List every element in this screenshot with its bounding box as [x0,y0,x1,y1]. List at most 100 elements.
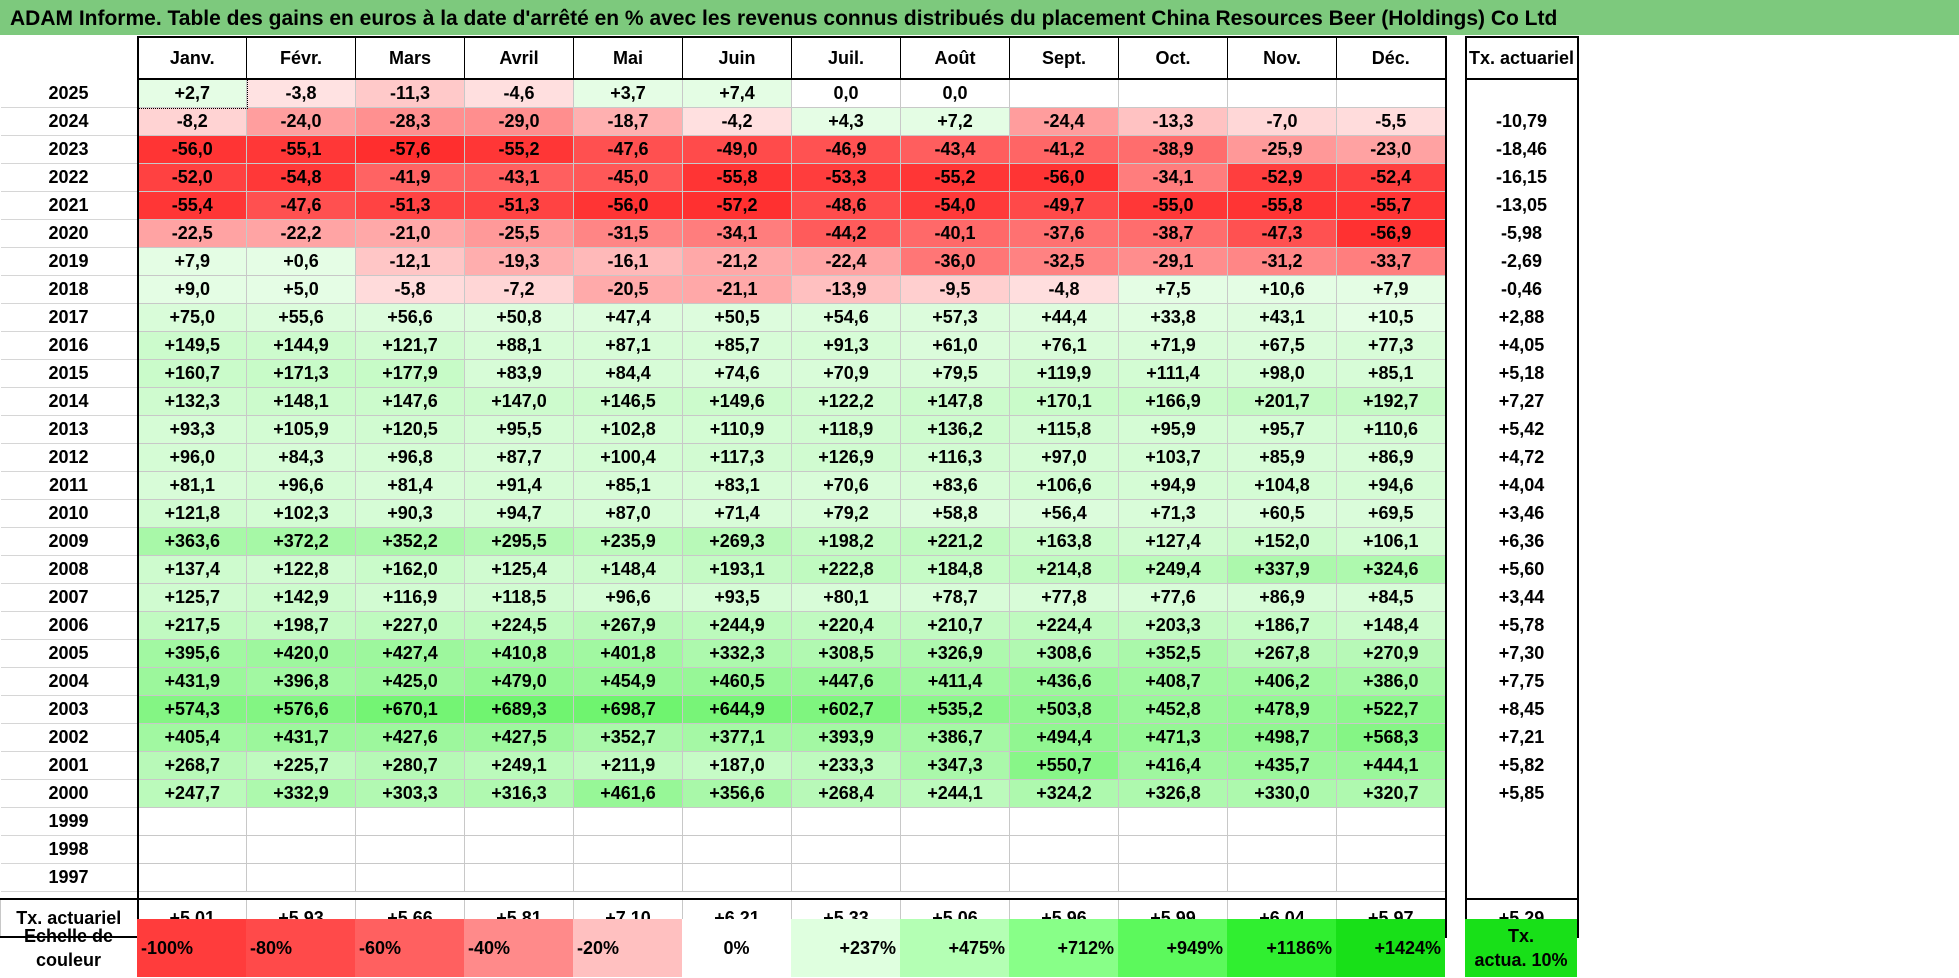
gain-cell: +119,9 [1009,359,1119,388]
gain-cell: +98,0 [1227,359,1337,388]
gain-cell: -57,6 [355,135,465,164]
gain-cell [464,835,574,864]
gain-cell: -7,0 [1227,107,1337,136]
gain-cell: -13,3 [1118,107,1228,136]
rate-cell: -10,79 [1464,107,1579,136]
gain-cell: +132,3 [136,387,247,416]
rate-cell: +6,36 [1464,527,1579,556]
gain-cell: +447,6 [791,667,901,696]
rate-cell [1464,807,1579,836]
gain-cell: +56,6 [355,303,465,332]
column-gap [1446,836,1466,864]
column-gap [1446,37,1466,79]
gain-cell: -46,9 [791,135,901,164]
gain-cell: -41,2 [1009,135,1119,164]
gain-cell: -22,2 [246,219,356,248]
year-label: 2002 [0,723,138,752]
year-label: 2021 [0,191,138,220]
year-label: 2023 [0,135,138,164]
gain-cell: +50,8 [464,303,574,332]
month-header: Oct. [1118,36,1228,80]
gain-cell: +224,5 [464,611,574,640]
gain-cell: +86,9 [1227,583,1337,612]
month-header: Sept. [1009,36,1119,80]
rate-cell [1464,863,1579,892]
year-label: 1997 [0,863,138,892]
table-row: 2014 +132,3 +148,1 +147,6 +147,0 +146,5 +149,6… [0,387,1579,416]
gain-cell: +110,6 [1336,415,1447,444]
gain-cell: -16,1 [573,247,683,276]
month-header: Déc. [1336,36,1447,80]
month-header: Janv. [136,36,247,80]
gain-cell [682,835,792,864]
gain-cell: -56,0 [1009,163,1119,192]
gain-cell: +454,9 [573,667,683,696]
gain-cell: +84,5 [1336,583,1447,612]
gain-cell: +7,9 [136,247,247,276]
rate-cell: -0,46 [1464,275,1579,304]
gain-cell: +126,9 [791,443,901,472]
gain-cell: +211,9 [573,751,683,780]
gain-cell: -48,6 [791,191,901,220]
column-gap [1446,724,1466,752]
gain-cell: +320,7 [1336,779,1447,808]
gain-cell: +303,3 [355,779,465,808]
gain-cell: -12,1 [355,247,465,276]
gain-cell: +324,6 [1336,555,1447,584]
legend-rate-swatch: Tx. actua. 10% [1465,919,1577,977]
gain-cell [355,807,465,836]
gain-cell [1118,807,1228,836]
gain-cell: +76,1 [1009,331,1119,360]
gain-cell: -55,2 [464,135,574,164]
gain-cell [791,807,901,836]
gain-cell: +83,9 [464,359,574,388]
year-label: 2003 [0,695,138,724]
gain-cell: -43,4 [900,135,1010,164]
gain-cell: +116,3 [900,443,1010,472]
gain-cell: +163,8 [1009,527,1119,556]
year-label: 2013 [0,415,138,444]
column-gap [1446,164,1466,192]
gain-cell: +5,0 [246,275,356,304]
gain-cell: +233,3 [791,751,901,780]
gain-cell: +100,4 [573,443,683,472]
gain-cell: +436,6 [1009,667,1119,696]
gain-cell: +67,5 [1227,331,1337,360]
gain-cell: -21,2 [682,247,792,276]
gain-cell: +61,0 [900,331,1010,360]
rate-cell: +4,72 [1464,443,1579,472]
gain-cell: +86,9 [1336,443,1447,472]
gain-cell: +70,6 [791,471,901,500]
gain-cell: +670,1 [355,695,465,724]
gain-cell: +83,1 [682,471,792,500]
year-label: 2019 [0,247,138,276]
gain-cell: -54,0 [900,191,1010,220]
column-gap [1446,79,1466,108]
gain-cell: +406,2 [1227,667,1337,696]
gain-cell: +162,0 [355,555,465,584]
gain-cell: +427,4 [355,639,465,668]
gain-cell: +148,1 [246,387,356,416]
year-label: 1999 [0,807,138,836]
gain-cell: +352,7 [573,723,683,752]
gain-cell: -29,1 [1118,247,1228,276]
gain-cell: +103,7 [1118,443,1228,472]
gain-cell: +85,7 [682,331,792,360]
legend-swatch: -20% [573,919,682,977]
rate-cell: -16,15 [1464,163,1579,192]
gain-cell [1336,807,1447,836]
column-gap [1446,192,1466,220]
gain-cell: -4,6 [464,78,574,108]
gain-cell: +54,6 [791,303,901,332]
column-gap [1446,668,1466,696]
gain-cell: -43,1 [464,163,574,192]
gain-cell: +214,8 [1009,555,1119,584]
gain-cell: -54,8 [246,163,356,192]
gain-cell: +60,5 [1227,499,1337,528]
table-row: 2007 +125,7 +142,9 +116,9 +118,5 +96,6 +93,5 +8… [0,583,1579,612]
gain-cell: -23,0 [1336,135,1447,164]
gain-cell: -53,3 [791,163,901,192]
gain-cell: -22,5 [136,219,247,248]
gain-cell: +220,4 [791,611,901,640]
month-header: Mai [573,36,683,80]
